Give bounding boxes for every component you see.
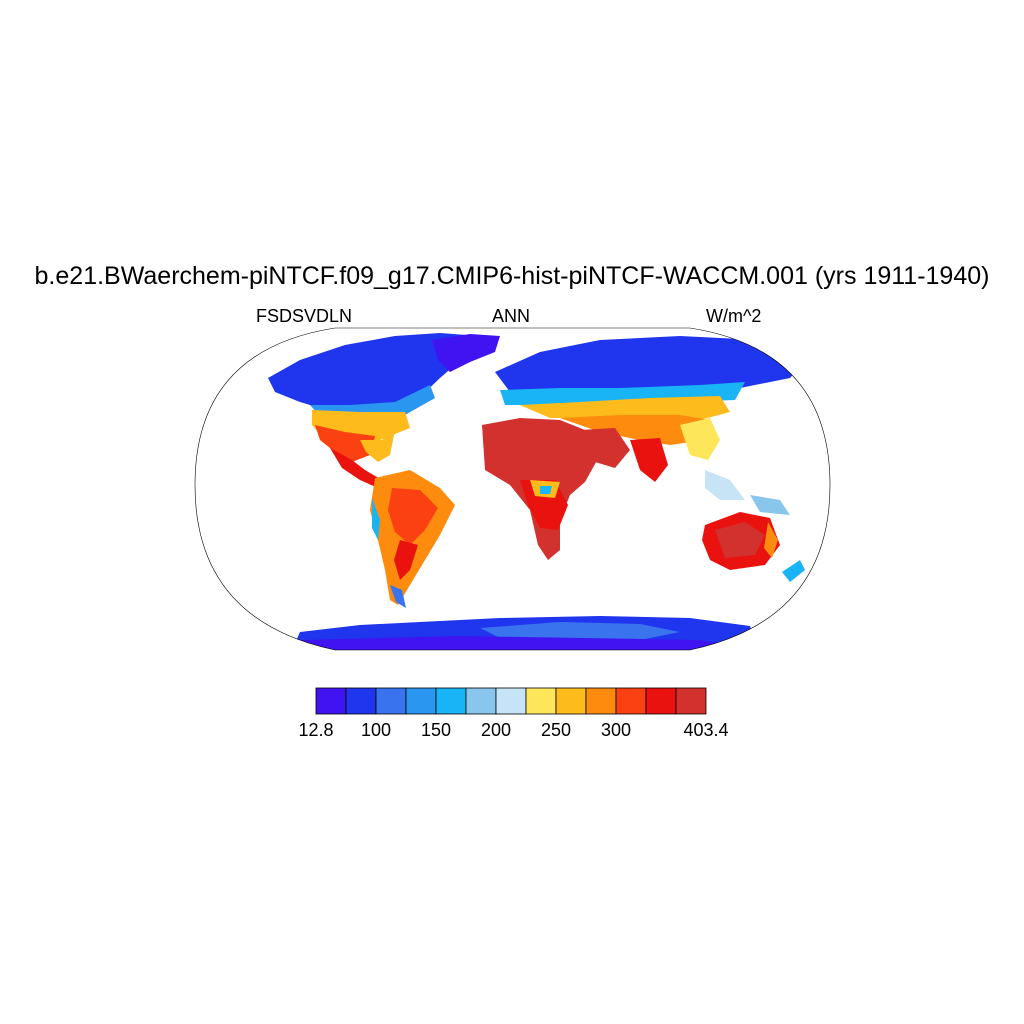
variable-label: FSDSVDLN bbox=[256, 306, 353, 326]
colorbar-swatch bbox=[675, 687, 707, 715]
colorbar-swatch bbox=[555, 687, 587, 715]
colorbar-tick-label: 12.8 bbox=[298, 720, 334, 740]
colorbar-swatch bbox=[345, 687, 377, 715]
antarctica bbox=[290, 616, 760, 650]
colorbar-swatch bbox=[375, 687, 407, 715]
colorbar-tick-label: 150 bbox=[420, 720, 452, 740]
africa bbox=[482, 418, 600, 560]
colorbar-swatch bbox=[405, 687, 437, 715]
colorbar-swatch bbox=[465, 687, 497, 715]
south-america bbox=[370, 470, 455, 608]
season-label: ANN bbox=[492, 306, 531, 326]
colorbar-swatch bbox=[495, 687, 527, 715]
colorbar-swatch bbox=[645, 687, 677, 715]
colorbar-tick-label: 300 bbox=[600, 720, 632, 740]
colorbar-tick-label: 200 bbox=[480, 720, 512, 740]
map-field bbox=[268, 333, 810, 650]
colorbar-tick-label: 100 bbox=[360, 720, 392, 740]
new-zealand bbox=[782, 560, 805, 582]
colorbar-swatch bbox=[315, 687, 347, 715]
colorbar-swatch bbox=[585, 687, 617, 715]
colorbar-swatch bbox=[525, 687, 557, 715]
colorbar bbox=[315, 687, 707, 715]
colorbar-swatch bbox=[615, 687, 647, 715]
units-label: W/m^2 bbox=[706, 306, 762, 326]
australia bbox=[702, 512, 780, 570]
eurasia bbox=[495, 336, 810, 515]
map-border bbox=[194, 327, 831, 651]
plot-title: b.e21.BWaerchem-piNTCF.f09_g17.CMIP6-his… bbox=[34, 262, 990, 290]
colorbar-tick-label: 403.4 bbox=[683, 720, 729, 740]
colorbar-swatch bbox=[435, 687, 467, 715]
north-america bbox=[268, 333, 500, 488]
colorbar-tick-label: 250 bbox=[540, 720, 572, 740]
